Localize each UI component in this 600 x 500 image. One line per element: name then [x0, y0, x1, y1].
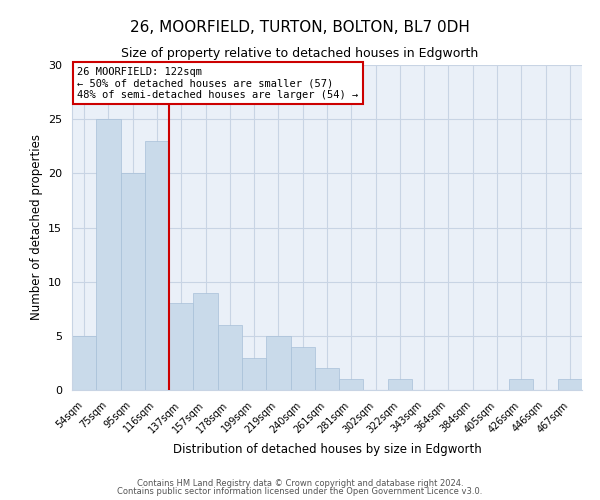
X-axis label: Distribution of detached houses by size in Edgworth: Distribution of detached houses by size … [173, 443, 481, 456]
Bar [266, 336, 290, 390]
Bar [290, 346, 315, 390]
Text: Contains public sector information licensed under the Open Government Licence v3: Contains public sector information licen… [118, 488, 482, 496]
Bar [315, 368, 339, 390]
Text: Contains HM Land Registry data © Crown copyright and database right 2024.: Contains HM Land Registry data © Crown c… [137, 478, 463, 488]
Bar [509, 379, 533, 390]
Bar [558, 379, 582, 390]
Bar [169, 304, 193, 390]
Bar [388, 379, 412, 390]
Text: Size of property relative to detached houses in Edgworth: Size of property relative to detached ho… [121, 48, 479, 60]
Bar [193, 292, 218, 390]
Bar [96, 119, 121, 390]
Bar [242, 358, 266, 390]
Bar [145, 141, 169, 390]
Text: 26, MOORFIELD, TURTON, BOLTON, BL7 0DH: 26, MOORFIELD, TURTON, BOLTON, BL7 0DH [130, 20, 470, 35]
Bar [218, 325, 242, 390]
Y-axis label: Number of detached properties: Number of detached properties [29, 134, 43, 320]
Bar [339, 379, 364, 390]
Bar [72, 336, 96, 390]
Text: 26 MOORFIELD: 122sqm
← 50% of detached houses are smaller (57)
48% of semi-detac: 26 MOORFIELD: 122sqm ← 50% of detached h… [77, 66, 358, 100]
Bar [121, 174, 145, 390]
